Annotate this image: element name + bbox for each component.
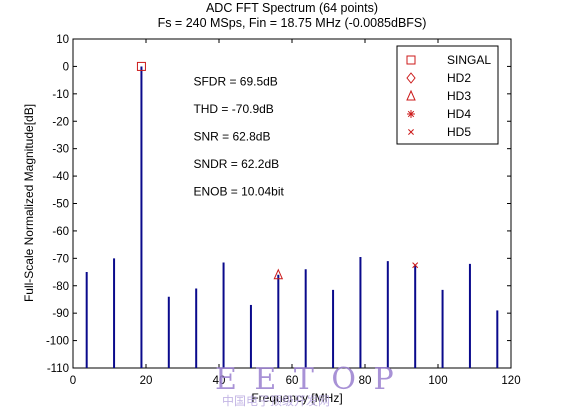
chart-title-line-1: ADC FFT Spectrum (64 points)	[206, 1, 378, 15]
x-axis-label: Frequency [MHz]	[251, 391, 342, 405]
harmonic-markers	[136, 61, 419, 280]
y-axis-ticks: 10 0 -10 -20 -30 -40 -50 -60 -70 -80 -90 -100 -110	[46, 34, 511, 375]
metric-annotation: SNR = 62.8dB	[193, 129, 270, 143]
metric-annotation: THD = -70.9dB	[193, 102, 273, 116]
watermark: E E T O P 中国电子顶级开发网	[215, 362, 398, 408]
watermark-brand: E E T O P	[215, 362, 398, 397]
legend-label: HD3	[447, 89, 471, 103]
legend-label: SINGAL	[447, 53, 491, 67]
y-tick-label: -90	[52, 308, 69, 320]
watermark-subtitle: 中国电子顶级开发网	[222, 393, 330, 408]
marker-singal	[136, 61, 146, 71]
legend-label: HD2	[447, 71, 471, 85]
legend-label: HD4	[447, 107, 471, 121]
x-tick-label: 0	[70, 375, 76, 387]
y-tick-label: 0	[63, 61, 69, 73]
legend-label: HD5	[447, 125, 471, 139]
legend-symbol-hd2	[406, 72, 416, 84]
metric-annotation: SFDR = 69.5dB	[193, 75, 277, 89]
y-tick-label: -40	[52, 171, 69, 183]
y-tick-label: -60	[52, 226, 69, 238]
legend-symbol-hd4	[407, 110, 415, 118]
marker-hd5	[412, 262, 419, 269]
metric-annotation: ENOB = 10.04bit	[193, 184, 284, 198]
spectrum-bars	[85, 66, 499, 368]
y-tick-label: 10	[56, 34, 69, 46]
x-tick-label: 80	[359, 375, 372, 387]
marker-hd3	[273, 268, 284, 280]
legend-box	[396, 45, 499, 145]
y-tick-label: -100	[46, 336, 69, 348]
x-axis-ticks: 0 20 40 60 80 100 120	[70, 39, 521, 387]
legend: SINGAL HD2 HD3 HD4 HD5	[396, 45, 499, 145]
chart-title-line-2: Fs = 240 MSps, Fin = 18.75 MHz (-0.0085d…	[158, 16, 427, 30]
legend-symbol-hd3	[406, 89, 416, 101]
x-tick-label: 60	[286, 375, 299, 387]
y-axis-label: Full-Scale Normalized Magnitude[dB]	[22, 104, 36, 302]
x-tick-label: 100	[428, 375, 447, 387]
legend-symbol-singal	[406, 55, 416, 65]
y-tick-label: -10	[52, 89, 69, 101]
y-tick-label: -110	[47, 363, 69, 375]
x-tick-label: 40	[213, 375, 226, 387]
y-tick-label: -80	[52, 281, 69, 293]
y-tick-label: -30	[52, 144, 69, 156]
y-tick-label: -70	[52, 253, 69, 265]
x-tick-label: 20	[140, 375, 153, 387]
metric-annotation: SNDR = 62.2dB	[193, 157, 279, 171]
y-tick-label: -20	[52, 116, 69, 128]
y-tick-label: -50	[52, 199, 69, 211]
x-tick-label: 120	[501, 375, 520, 387]
metrics-annotations: SFDR = 69.5dB THD = -70.9dB SNR = 62.8dB SN…	[193, 75, 284, 199]
legend-symbol-hd5	[408, 129, 414, 135]
